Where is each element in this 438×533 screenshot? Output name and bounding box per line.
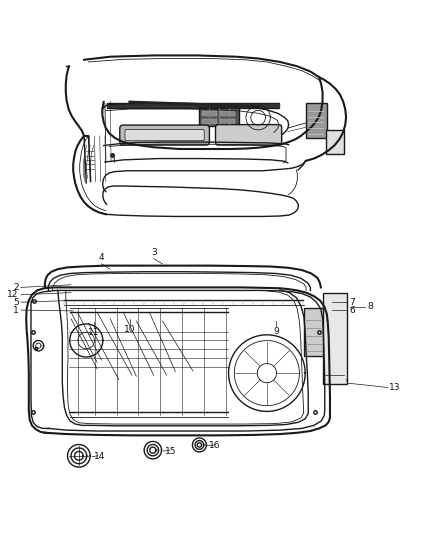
FancyBboxPatch shape xyxy=(125,130,204,141)
Bar xyxy=(306,103,327,138)
Text: 6: 6 xyxy=(350,305,355,314)
Bar xyxy=(199,107,239,126)
Text: 11: 11 xyxy=(88,328,100,337)
Bar xyxy=(220,111,235,116)
FancyBboxPatch shape xyxy=(215,125,282,145)
Bar xyxy=(325,130,344,154)
Text: 4: 4 xyxy=(99,253,104,262)
Bar xyxy=(201,118,217,124)
Bar xyxy=(304,308,325,356)
Text: 13: 13 xyxy=(389,383,400,392)
Text: 9: 9 xyxy=(274,327,279,336)
Text: 10: 10 xyxy=(124,325,135,334)
Text: 1: 1 xyxy=(13,305,19,314)
Text: 3: 3 xyxy=(151,248,157,257)
Text: 5: 5 xyxy=(13,298,19,306)
Bar xyxy=(220,118,235,124)
Text: 7: 7 xyxy=(350,298,355,306)
Text: 12: 12 xyxy=(7,290,19,300)
FancyBboxPatch shape xyxy=(120,125,209,145)
Text: 14: 14 xyxy=(94,452,106,461)
Text: 8: 8 xyxy=(367,302,373,311)
Bar xyxy=(322,293,346,384)
Text: 2: 2 xyxy=(13,283,19,292)
Bar xyxy=(201,111,217,116)
Text: 16: 16 xyxy=(209,441,220,450)
Text: 15: 15 xyxy=(165,447,177,456)
